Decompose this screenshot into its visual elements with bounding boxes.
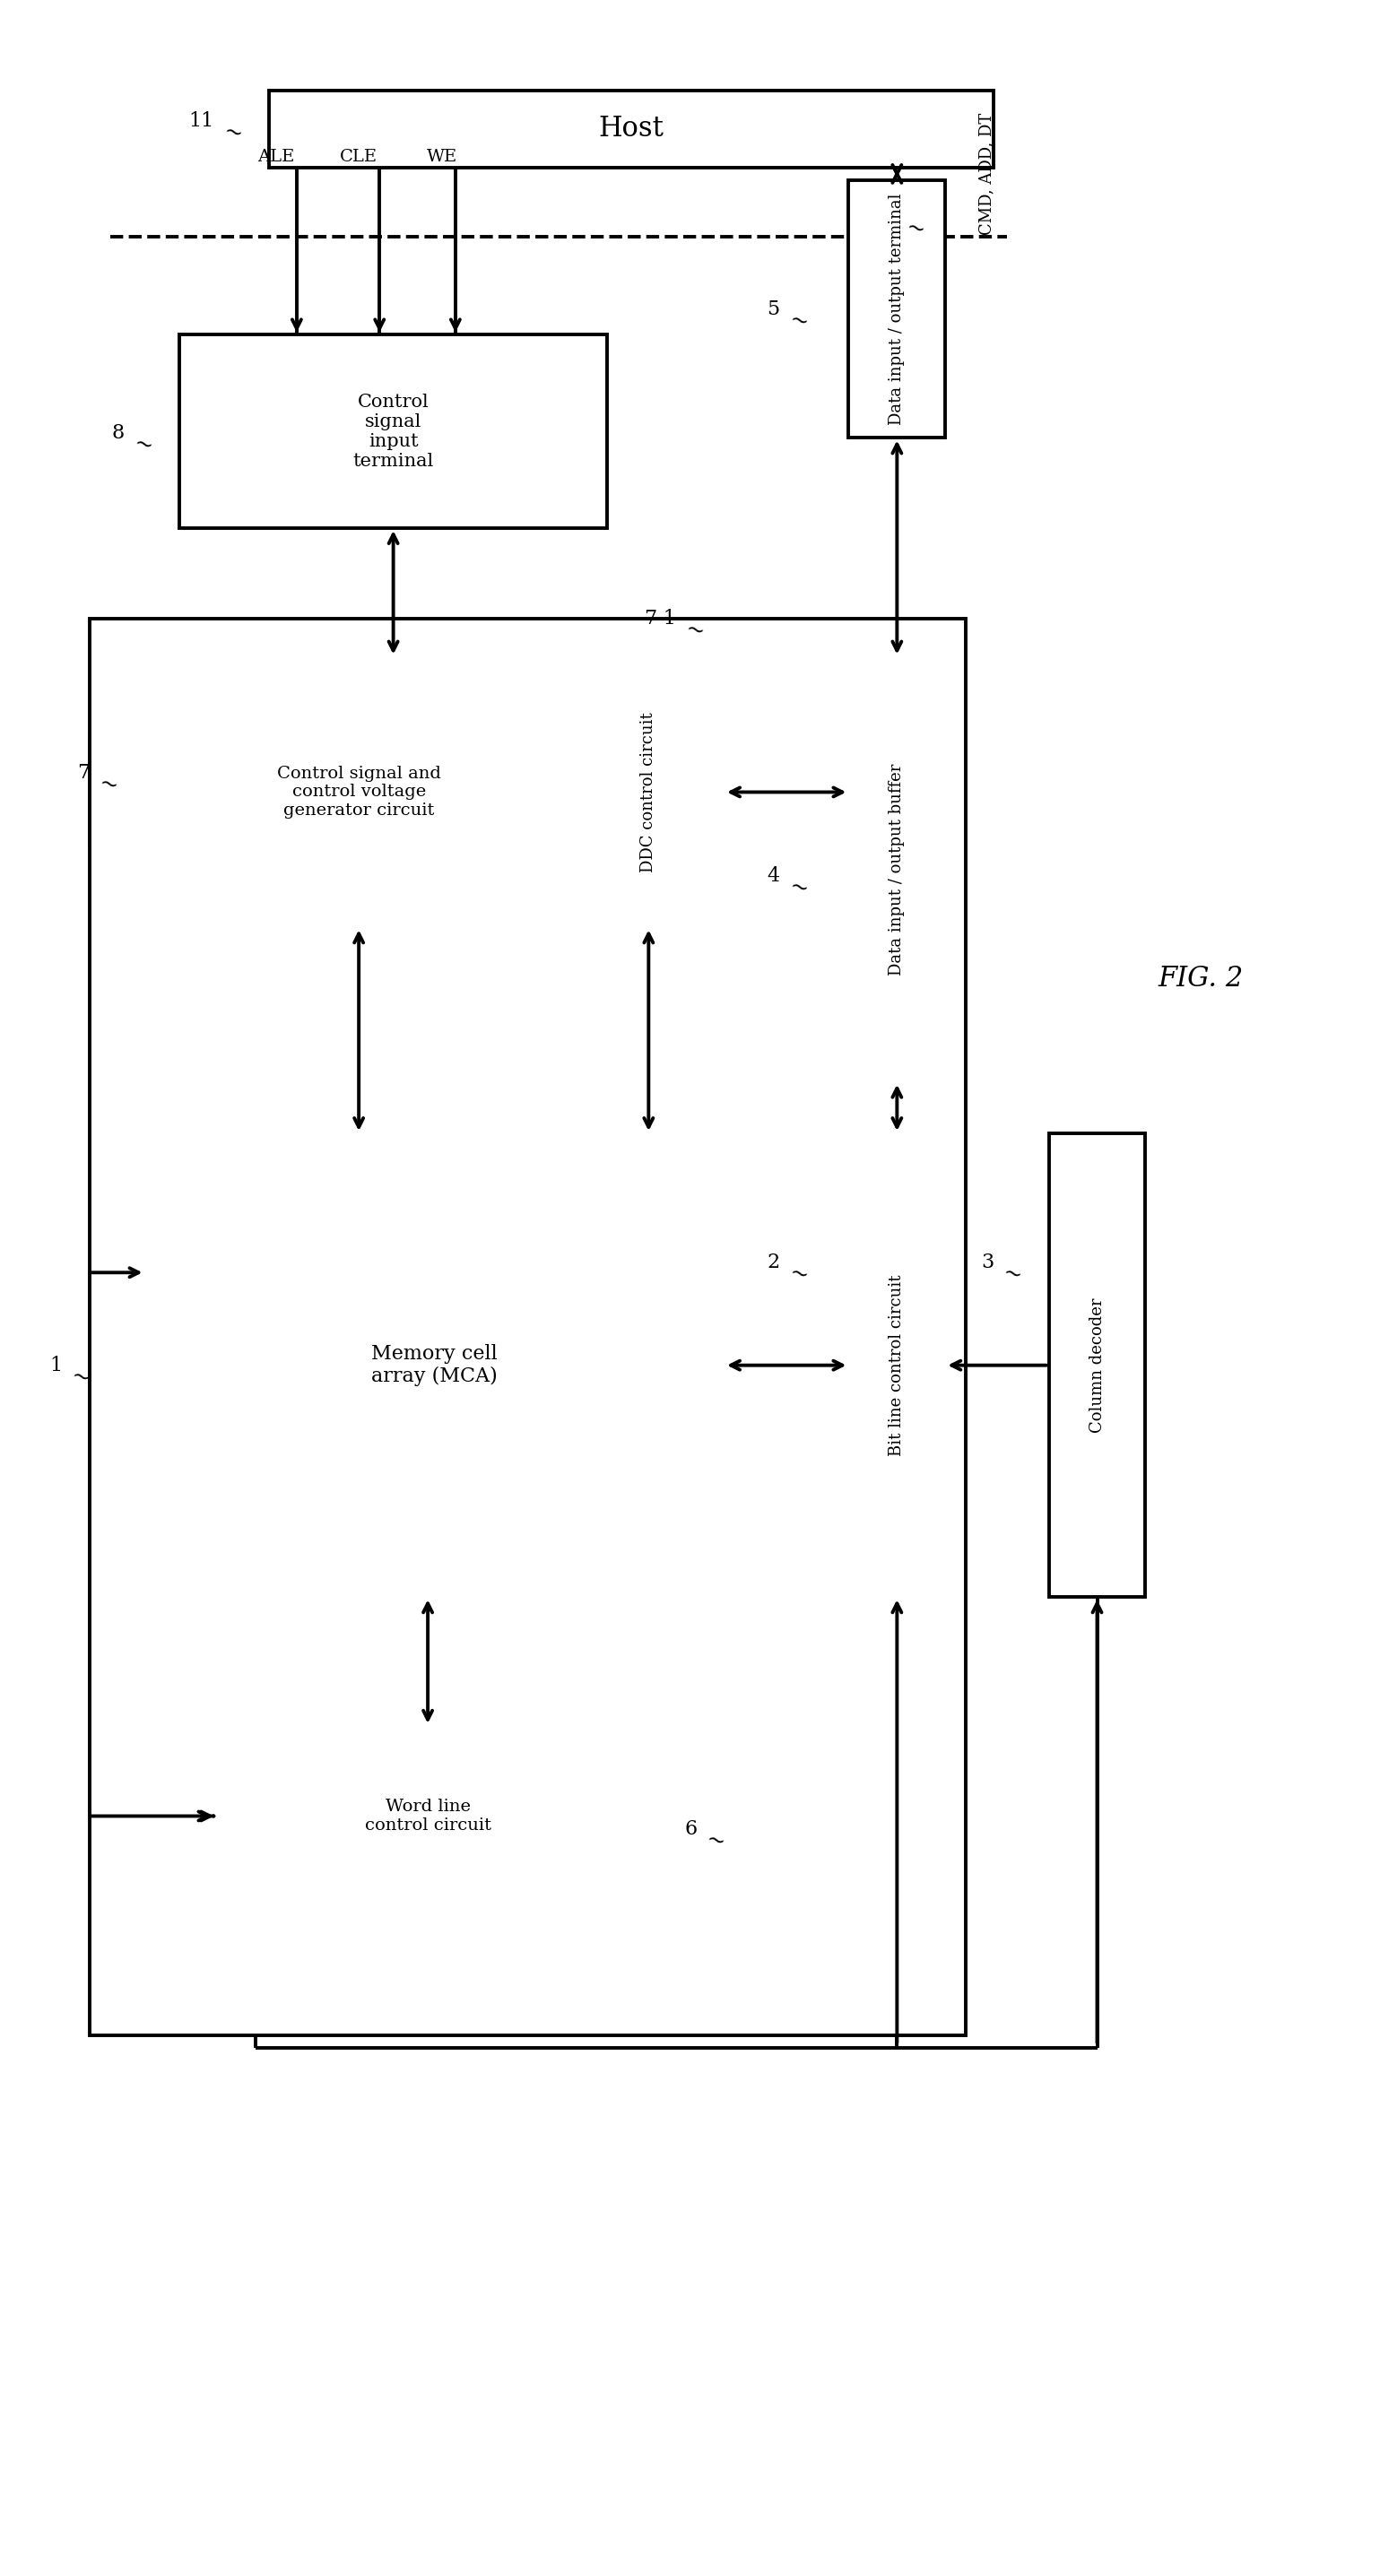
Text: FIG. 2: FIG. 2 bbox=[1158, 966, 1243, 992]
Text: Control signal and
control voltage
generator circuit: Control signal and control voltage gener… bbox=[277, 765, 440, 819]
Text: 3: 3 bbox=[981, 1252, 994, 1273]
Bar bbox=[269, 90, 994, 167]
Text: ~: ~ bbox=[787, 1262, 810, 1288]
Bar bbox=[179, 335, 607, 528]
Text: ~: ~ bbox=[69, 1365, 92, 1391]
Text: ~: ~ bbox=[1000, 1262, 1024, 1288]
Text: ~: ~ bbox=[704, 1829, 727, 1855]
Text: ~: ~ bbox=[683, 618, 707, 644]
Text: Data input / output buffer: Data input / output buffer bbox=[889, 762, 905, 976]
Text: 8: 8 bbox=[112, 422, 124, 443]
Bar bbox=[849, 180, 945, 438]
Bar bbox=[145, 657, 573, 927]
Bar bbox=[849, 657, 945, 1082]
Text: 7: 7 bbox=[77, 762, 90, 783]
Text: ~: ~ bbox=[131, 433, 155, 459]
Bar bbox=[1049, 1133, 1145, 1597]
Text: WE: WE bbox=[426, 149, 457, 165]
Text: 4: 4 bbox=[767, 866, 780, 886]
Text: Column decoder: Column decoder bbox=[1089, 1298, 1105, 1432]
Text: ~: ~ bbox=[904, 216, 927, 242]
Bar bbox=[214, 1726, 642, 1906]
Text: Control
signal
input
terminal: Control signal input terminal bbox=[353, 394, 433, 469]
Text: Host: Host bbox=[599, 116, 664, 142]
Text: Bit line control circuit: Bit line control circuit bbox=[889, 1275, 905, 1455]
Text: 5: 5 bbox=[767, 299, 780, 319]
Text: Memory cell
array (MCA): Memory cell array (MCA) bbox=[371, 1345, 498, 1386]
Text: 2: 2 bbox=[767, 1252, 780, 1273]
Bar bbox=[849, 1133, 945, 1597]
Text: 7-1: 7-1 bbox=[644, 608, 676, 629]
Text: ~: ~ bbox=[221, 121, 244, 147]
Bar bbox=[573, 657, 724, 927]
Text: Data input / output terminal: Data input / output terminal bbox=[889, 193, 905, 425]
Text: 1: 1 bbox=[50, 1355, 62, 1376]
Text: CMD, ADD, DT: CMD, ADD, DT bbox=[978, 113, 995, 234]
Text: CLE: CLE bbox=[339, 149, 378, 165]
Text: 6: 6 bbox=[684, 1819, 697, 1839]
Text: DDC control circuit: DDC control circuit bbox=[640, 711, 657, 873]
Text: Word line
control circuit: Word line control circuit bbox=[364, 1798, 491, 1834]
Text: 11: 11 bbox=[189, 111, 214, 131]
Text: ~: ~ bbox=[787, 876, 810, 902]
Bar bbox=[145, 1133, 725, 1597]
Text: ALE: ALE bbox=[258, 149, 294, 165]
Text: ~: ~ bbox=[97, 773, 120, 799]
Text: ~: ~ bbox=[787, 309, 810, 335]
Bar bbox=[90, 618, 966, 2035]
